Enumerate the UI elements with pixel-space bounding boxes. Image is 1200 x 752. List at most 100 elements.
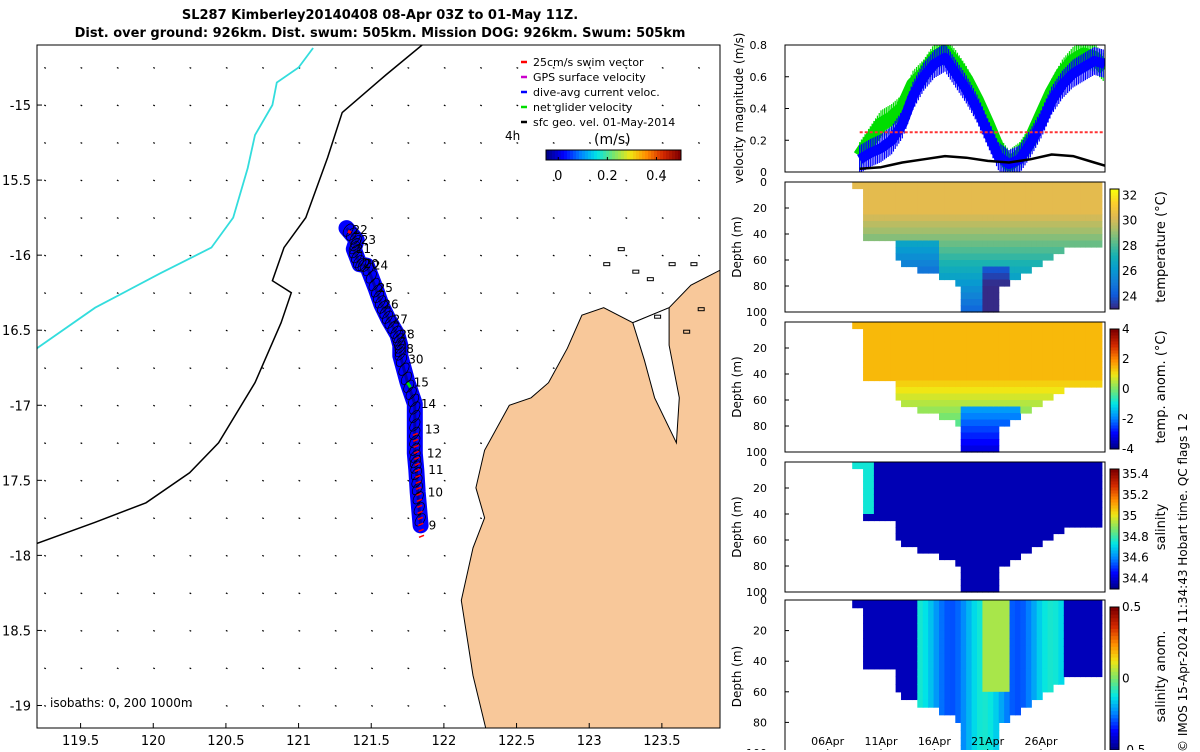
depth-cell: [955, 645, 962, 655]
depth-cell: [901, 214, 908, 222]
colorbar-tick-label: 35.2: [1122, 488, 1149, 502]
depth-cell: [895, 684, 902, 693]
depth-cell: [1020, 195, 1027, 203]
dive-loop: [351, 250, 363, 264]
x-tick-label: 119.5: [62, 734, 99, 749]
depth-cell: [884, 328, 891, 336]
depth-cell: [944, 367, 951, 375]
depth-cell: [944, 494, 951, 502]
depth-cell: [1074, 208, 1081, 216]
depth-cell: [998, 279, 1005, 287]
velocity-arrow: [370, 592, 374, 595]
colorbar-cell: [1110, 469, 1119, 473]
isobath-label: isobaths: 0, 200 1000m: [50, 696, 193, 710]
depth-cell: [993, 234, 1000, 242]
depth-cell: [1047, 630, 1054, 639]
depth-cell: [1047, 684, 1054, 693]
depth-cell: [939, 691, 946, 701]
colorbar-cell: [642, 150, 646, 160]
velocity-arrow: [334, 592, 337, 595]
depth-cell: [993, 699, 1000, 708]
depth-cell: [982, 579, 989, 587]
depth-cell: [998, 630, 1005, 639]
depth-cell: [1009, 546, 1016, 554]
depth-cell: [982, 653, 989, 662]
track-day-label: 20: [364, 257, 379, 271]
depth-cell: [879, 201, 886, 209]
depth-cell: [966, 630, 973, 639]
depth-cell: [944, 260, 951, 268]
depth-cell: [1042, 195, 1049, 203]
depth-cell: [1096, 335, 1103, 343]
depth-cell: [1009, 260, 1016, 268]
depth-cell: [960, 481, 967, 489]
x-tick-label: 122: [431, 734, 456, 749]
colorbar-cell: [1110, 484, 1119, 488]
colorbar-tick-label: 35.4: [1122, 467, 1149, 481]
depth-cell: [873, 475, 880, 483]
depth-cell: [987, 419, 994, 427]
depth-cell: [1047, 607, 1054, 616]
depth-cell: [895, 322, 902, 330]
depth-cell: [1063, 374, 1070, 382]
depth-cell: [917, 468, 924, 476]
y-tick-label: 17.5: [2, 474, 31, 489]
depth-cell: [1009, 374, 1016, 382]
depth-cell: [895, 533, 902, 541]
depth-cell: [863, 622, 870, 632]
colorbar-cell: [1110, 234, 1119, 238]
depth-cell: [1014, 188, 1022, 196]
depth-cell: [879, 468, 886, 476]
depth-cell: [955, 247, 962, 255]
depth-cell: [1014, 227, 1022, 235]
depth-cell: [863, 661, 870, 670]
swim-vector: [417, 516, 424, 521]
depth-cell: [1096, 234, 1103, 242]
depth-cell: [873, 622, 880, 632]
depth-cell: [1090, 462, 1097, 470]
depth-cell: [955, 607, 962, 616]
depth-cell: [960, 380, 967, 388]
depth-cell: [955, 227, 962, 235]
depth-cell: [1025, 341, 1032, 349]
depth-cell: [1063, 462, 1070, 470]
velocity-arrow: [298, 479, 301, 482]
isobath-1000m: [37, 45, 423, 545]
velocity-arrow: [43, 254, 47, 257]
depth-cell: [1047, 348, 1054, 356]
depth-cell: [955, 214, 962, 222]
depth-cell: [928, 240, 935, 248]
depth-cell: [944, 600, 951, 609]
depth-cell: [1042, 622, 1049, 632]
depth-cell: [971, 413, 978, 421]
depth-cell: [1004, 600, 1011, 609]
colorbar-cell: [1110, 511, 1119, 515]
depth-cell: [1063, 354, 1070, 362]
y-tick-label: 16.5: [2, 324, 31, 339]
depth-cell: [933, 676, 940, 685]
velocity-arrow: [43, 554, 47, 557]
depth-cell: [987, 540, 994, 548]
depth-cell: [971, 393, 978, 401]
velocity-arrow: [697, 66, 701, 69]
swim-vector: [414, 456, 420, 460]
depth-cell: [1052, 328, 1059, 336]
colorbar-cell: [1110, 335, 1119, 339]
depth-cell: [1004, 638, 1011, 647]
depth-cell: [1074, 240, 1081, 248]
colorbar-cell: [1110, 649, 1119, 654]
depth-cell: [944, 348, 951, 356]
depth-cell: [993, 745, 1000, 750]
dive-loop: [371, 284, 383, 298]
depth-cell: [922, 367, 929, 375]
dive-loop: [384, 315, 396, 329]
depth-cell: [944, 481, 951, 489]
velocity-arrow: [80, 217, 83, 219]
depth-cell: [944, 188, 951, 196]
depth-cell: [966, 354, 973, 362]
depth-cell: [998, 354, 1005, 362]
velocity-arrow: [661, 142, 664, 144]
depth-cell: [1058, 195, 1065, 203]
depth-cell: [933, 322, 940, 330]
depth-cell: [1069, 645, 1076, 655]
